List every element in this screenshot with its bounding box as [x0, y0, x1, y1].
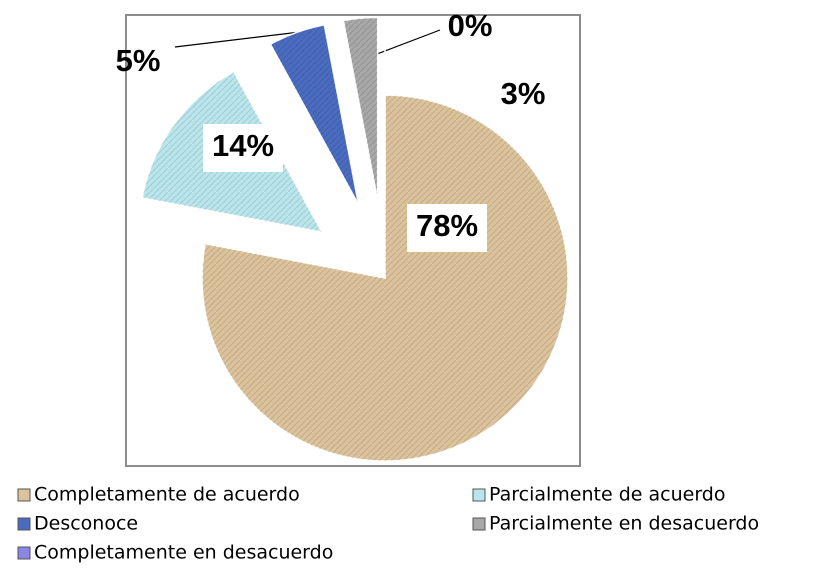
chart: 78% 14% 5% 3%0% Completamente de acuerdo Parc…	[0, 0, 824, 576]
data-label: 78%	[416, 208, 478, 243]
data-label: 5%	[116, 43, 161, 78]
data-label: 14%	[212, 128, 274, 163]
data-label: 0%	[448, 8, 493, 43]
legend-swatch	[473, 489, 485, 501]
legend-label: Completamente en desacuerdo	[34, 542, 333, 564]
legend-label: Parcialmente de acuerdo	[489, 484, 725, 506]
legend-label: Parcialmente en desacuerdo	[489, 513, 759, 535]
data-label: 3%	[501, 76, 546, 111]
legend-swatch	[18, 489, 30, 501]
legend-label: Completamente de acuerdo	[34, 484, 300, 506]
legend-swatch	[473, 518, 485, 530]
legend-swatch	[18, 518, 30, 530]
legend-swatch	[18, 547, 30, 559]
legend-label: Desconoce	[34, 513, 138, 535]
